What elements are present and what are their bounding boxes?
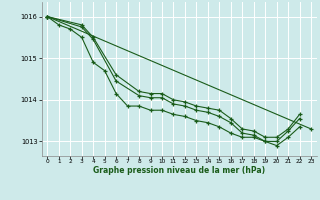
- X-axis label: Graphe pression niveau de la mer (hPa): Graphe pression niveau de la mer (hPa): [93, 166, 265, 175]
